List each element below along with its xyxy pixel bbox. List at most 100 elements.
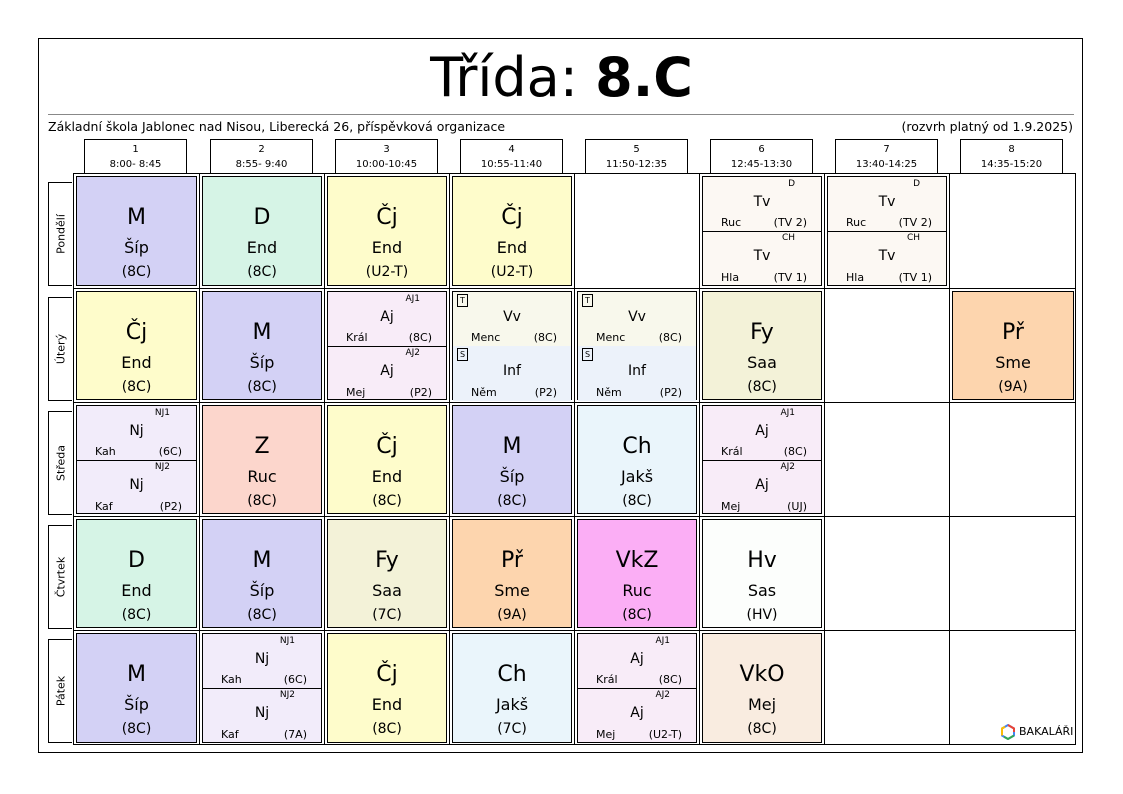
group-label: CH xyxy=(781,233,795,243)
teacher: Sas xyxy=(747,581,777,600)
group-label: AJ1 xyxy=(780,408,795,418)
room: (U2-T) xyxy=(648,728,682,741)
teacher: Kah xyxy=(221,673,242,686)
room: (8C) xyxy=(121,607,152,623)
teacher: Mej xyxy=(346,386,366,399)
lesson-group-half: AJ1 Aj Král (8C) xyxy=(328,292,446,347)
teacher: Kah xyxy=(95,445,116,458)
lesson-group-half: AJ1 Aj Král (8C) xyxy=(578,634,696,689)
room: (6C) xyxy=(158,445,182,458)
period-time: 11:50-12:35 xyxy=(605,159,668,170)
room: (U2-T) xyxy=(490,264,534,280)
period-header-2: 2 8:55- 9:40 xyxy=(210,139,313,173)
teacher: Menc xyxy=(596,331,626,344)
subject: Aj xyxy=(380,309,394,325)
lesson-cell: M Šíp (8C) xyxy=(202,519,322,628)
period-header-7: 7 13:40-14:25 xyxy=(835,139,938,173)
lesson-cell: Fy Saa (7C) xyxy=(327,519,447,628)
teacher: Ruc xyxy=(622,581,652,600)
lesson-cell: Čj End (8C) xyxy=(76,291,197,400)
room: (8C) xyxy=(747,379,777,395)
lesson-cell: M Šíp (8C) xyxy=(452,405,572,514)
lesson-group-half: T Vv Menc (8C) xyxy=(578,292,696,347)
validity-date: (rozvrh platný od 1.9.2025) xyxy=(901,119,1073,134)
period-time: 14:35-15:20 xyxy=(980,159,1043,170)
teacher: Šíp xyxy=(124,238,149,257)
period-time: 8:55- 9:40 xyxy=(235,159,288,170)
teacher: Král xyxy=(721,445,743,458)
subject: Vv xyxy=(503,309,521,325)
teacher: End xyxy=(121,581,152,600)
period-time: 10:00-10:45 xyxy=(355,159,418,170)
subject: Čj xyxy=(125,320,148,345)
subject: Hv xyxy=(747,548,777,573)
day-label-5: Pátek xyxy=(48,639,72,743)
group-label: D xyxy=(913,179,920,189)
teacher: Mej xyxy=(721,500,741,513)
period-number: 2 xyxy=(258,144,265,155)
subject: Inf xyxy=(503,363,521,379)
day-label-2: Úterý xyxy=(48,297,72,401)
room: (8C) xyxy=(497,493,527,509)
room: (P2) xyxy=(409,386,432,399)
group-label: AJ2 xyxy=(405,348,420,358)
room: (9A) xyxy=(998,379,1028,395)
lesson-cell: D Tv Ruc (TV 2) CH Tv Hla (TV 1) xyxy=(827,176,947,286)
room: (8C) xyxy=(658,331,682,344)
lesson-group-half: AJ2 Aj Mej (P2) xyxy=(328,346,446,401)
subject: Tv xyxy=(753,194,771,210)
lesson-cell: Ch Jakš (7C) xyxy=(452,633,572,743)
subject: Př xyxy=(501,548,523,573)
lesson-cell: VkO Mej (8C) xyxy=(702,633,822,743)
room: (P2) xyxy=(659,386,682,399)
period-number: 4 xyxy=(508,144,515,155)
day-name: Pondělí xyxy=(54,214,67,254)
lesson-cell: Př Sme (9A) xyxy=(952,291,1074,400)
lesson-cell: T Vv Menc (8C) S Inf Něm (P2) xyxy=(452,291,572,401)
teacher: Šíp xyxy=(124,695,149,714)
teacher: Šíp xyxy=(499,467,525,486)
subject: Inf xyxy=(628,363,646,379)
grid-row-line xyxy=(73,630,1076,631)
room: (8C) xyxy=(121,721,152,737)
teacher: End xyxy=(371,238,403,257)
group-label: AJ2 xyxy=(780,462,795,472)
room: (8C) xyxy=(658,673,682,686)
room: (6C) xyxy=(283,673,307,686)
teacher: Hla xyxy=(721,271,740,284)
subject: VkZ xyxy=(615,548,659,573)
subject: Aj xyxy=(755,477,769,493)
lesson-cell: Ch Jakš (8C) xyxy=(577,405,697,514)
room: (8C) xyxy=(121,264,152,280)
subject: Nj xyxy=(254,705,270,721)
subject: Čj xyxy=(501,205,523,230)
grid-row-line xyxy=(73,516,1076,517)
subject: Aj xyxy=(380,363,394,379)
subject: Př xyxy=(1002,320,1024,345)
lesson-cell: NJ1 Nj Kah (6C) NJ2 Nj Kaf (P2) xyxy=(76,405,197,514)
room: (7C) xyxy=(372,607,402,623)
lesson-cell: Čj End (U2-T) xyxy=(327,176,447,286)
grid-column-line xyxy=(824,173,825,745)
day-label-3: Středa xyxy=(48,411,72,515)
lesson-cell: M Šíp (8C) xyxy=(202,291,322,400)
subject: Ch xyxy=(497,662,527,687)
grid-column-line xyxy=(199,173,200,745)
grid-row-line xyxy=(73,288,1076,289)
day-name: Pátek xyxy=(54,675,67,707)
subject: D xyxy=(253,205,271,230)
room: (TV 1) xyxy=(898,271,932,284)
day-name: Úterý xyxy=(54,333,67,365)
timetable-frame xyxy=(38,38,1083,753)
lesson-cell: Z Ruc (8C) xyxy=(202,405,322,514)
room: (TV 2) xyxy=(773,216,807,229)
subject: Ch xyxy=(622,434,652,459)
lesson-cell: T Vv Menc (8C) S Inf Něm (P2) xyxy=(577,291,697,401)
lesson-group-half: AJ2 Aj Mej (U2-T) xyxy=(578,688,696,743)
lesson-cell: Hv Sas (HV) xyxy=(702,519,822,628)
lesson-group-half: NJ2 Nj Kaf (7A) xyxy=(203,688,321,743)
room: (8C) xyxy=(121,379,152,395)
bakalari-logo: BAKALÁŘI xyxy=(1001,724,1073,740)
teacher: Kaf xyxy=(95,500,113,513)
subject: Čj xyxy=(376,434,398,459)
